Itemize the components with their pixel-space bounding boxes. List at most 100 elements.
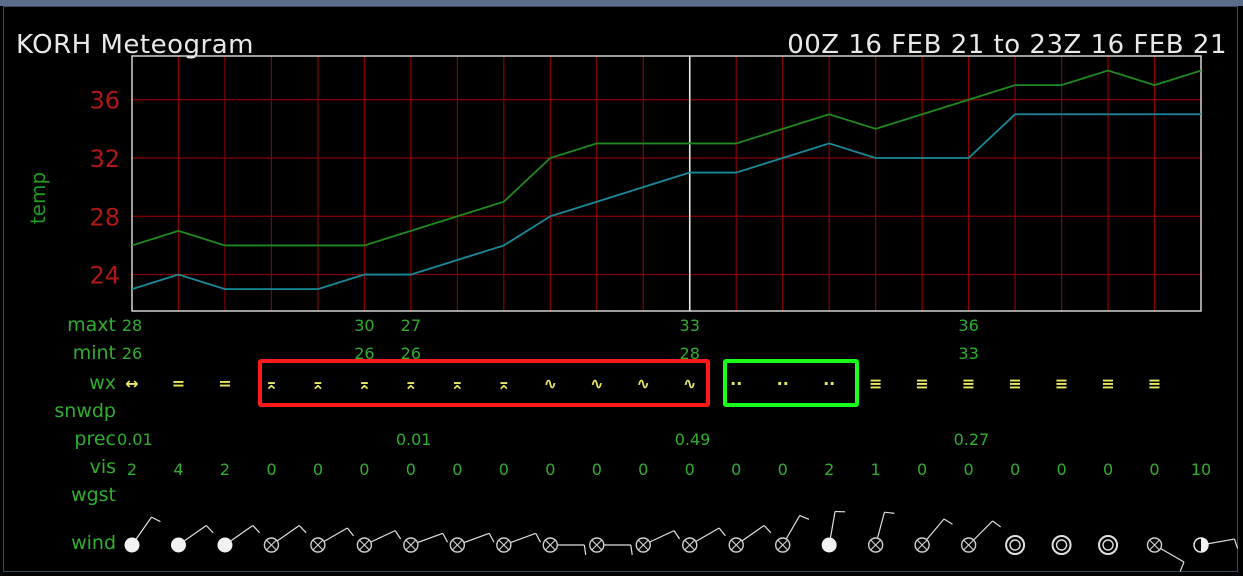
- series-line-2: [131, 113, 1201, 291]
- wx-symbol: ≡: [1054, 374, 1069, 393]
- row-label-mint: mint: [72, 342, 116, 364]
- wx-symbol: ⌅: [404, 374, 418, 393]
- wx-symbol: ≡: [1008, 374, 1022, 393]
- wind-station-cross: [266, 539, 277, 551]
- wind-barb: [1179, 561, 1185, 572]
- row-label-snwdp: snwdp: [54, 400, 116, 422]
- window-top-bar: [0, 0, 1243, 6]
- wx-symbol: ⌅: [311, 374, 325, 393]
- vis-value: 10: [1190, 460, 1212, 479]
- wx-symbol: =: [171, 374, 186, 393]
- wx-symbol: ≡: [868, 374, 883, 393]
- plot-border: [131, 55, 1202, 312]
- mint-value: 26: [121, 344, 143, 363]
- y-tick-label: 32: [89, 145, 120, 173]
- y-tick-label: 24: [89, 262, 120, 290]
- wind-station-cross: [637, 539, 649, 551]
- wx-symbol: ≡: [915, 374, 929, 393]
- wind-barb: [943, 518, 953, 525]
- row-label-vis: vis: [89, 456, 116, 478]
- vis-value: 0: [777, 460, 788, 479]
- row-label-maxt: maxt: [67, 314, 116, 336]
- vis-value: 0: [1102, 460, 1114, 479]
- wx-symbol: ··: [776, 374, 789, 393]
- y-tick-label: 36: [89, 87, 120, 115]
- wind-station-cross: [870, 539, 882, 551]
- wind-station-cross: [916, 539, 928, 551]
- wx-symbol: ⌅: [497, 374, 511, 393]
- row-label-prec: prec: [74, 428, 116, 450]
- maxt-value: 27: [400, 316, 422, 335]
- wind-station-circle: [217, 537, 233, 553]
- wind-station-cross: [405, 539, 417, 551]
- wind-station-cross: [312, 539, 324, 551]
- wind-barb: [488, 533, 495, 543]
- wx-symbol: ∿: [590, 374, 604, 393]
- wx-symbol: ⌅: [357, 374, 372, 393]
- vis-value: 0: [591, 460, 602, 479]
- wx-symbol: ≡: [1147, 374, 1162, 393]
- mint-value: 26: [400, 344, 422, 363]
- vis-value: 0: [917, 460, 928, 479]
- wx-symbol: ⌅: [264, 374, 279, 393]
- vis-value: 0: [1056, 460, 1067, 479]
- wind-station-cross: [451, 539, 463, 551]
- wind-station-inner-circle: [1009, 539, 1021, 551]
- wind-station-circle: [821, 537, 837, 553]
- window-border: [3, 6, 1238, 572]
- wind-station-cross: [777, 539, 789, 551]
- wind-barb: [346, 527, 355, 537]
- time-range-title: 00Z 16 FEB 21 to 23Z 16 FEB 21: [787, 30, 1227, 60]
- wind-barb: [673, 530, 681, 540]
- vis-value: 0: [638, 460, 649, 479]
- station-title: KORH Meteogram: [16, 30, 254, 60]
- vis-value: 4: [173, 460, 184, 479]
- wx-symbol: ∿: [543, 374, 557, 393]
- vis-value: 2: [126, 460, 138, 479]
- wind-station-cross: [684, 539, 696, 551]
- wind-station-cross: [498, 539, 510, 551]
- maxt-value: 33: [679, 316, 700, 335]
- vis-value: 0: [684, 460, 695, 479]
- wind-barb: [763, 525, 772, 534]
- vis-value: 2: [824, 460, 835, 479]
- vis-value: 0: [266, 460, 277, 479]
- wind-station-cross: [358, 539, 370, 551]
- highlight-box-red: [258, 359, 710, 407]
- vis-value: 0: [498, 460, 509, 479]
- wind-barb: [718, 527, 726, 537]
- wind-barb: [884, 511, 895, 514]
- wind-barb: [630, 544, 633, 555]
- wind-station-half: [1201, 538, 1208, 552]
- wx-symbol: ↔: [125, 374, 139, 393]
- wind-station-cross: [591, 539, 603, 551]
- wind-station-inner-circle: [1102, 539, 1114, 551]
- wind-barb: [583, 544, 587, 555]
- vis-value: 2: [219, 460, 231, 479]
- y-tick-label: 28: [89, 203, 120, 231]
- wx-symbol: ∿: [683, 374, 697, 393]
- row-label-wx: wx: [89, 372, 116, 394]
- vis-value: 0: [359, 460, 370, 479]
- wx-symbol: ··: [823, 374, 836, 393]
- wind-station-cross: [730, 539, 742, 551]
- wind-station-cross: [963, 539, 975, 551]
- wx-symbol: ⌅: [450, 374, 465, 393]
- mint-value: 33: [958, 344, 979, 363]
- vis-value: 0: [1149, 460, 1160, 479]
- wind-barb: [252, 525, 261, 534]
- mint-value: 28: [679, 344, 700, 363]
- vis-value: 1: [870, 460, 881, 479]
- wx-symbol: ··: [730, 374, 743, 393]
- wind-barb: [442, 533, 449, 543]
- maxt-value: 36: [958, 316, 979, 335]
- series-line-1: [131, 69, 1202, 247]
- vis-value: 0: [452, 460, 463, 479]
- maxt-value: 28: [121, 316, 143, 335]
- vis-value: 0: [963, 460, 974, 479]
- wind-barb: [799, 514, 810, 520]
- wind-station-inner-circle: [1055, 539, 1068, 551]
- wind-station-cross: [544, 539, 556, 551]
- vis-value: 0: [405, 460, 416, 479]
